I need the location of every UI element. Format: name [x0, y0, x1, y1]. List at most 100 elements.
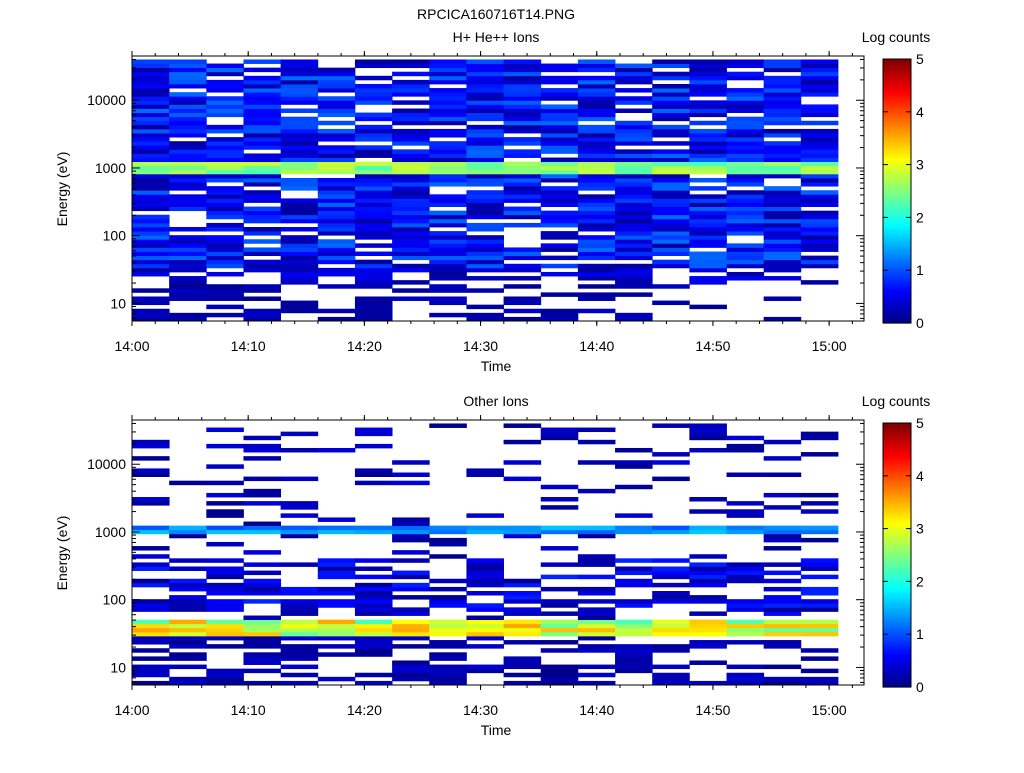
- heatmap-cell: [763, 206, 802, 212]
- colorbar-swatch: [883, 63, 911, 67]
- heatmap-cell: [243, 488, 282, 494]
- heatmap-cell: [577, 664, 616, 670]
- heatmap-cell: [429, 133, 467, 138]
- colorbar-swatch: [883, 184, 911, 188]
- heatmap-cell: [763, 247, 802, 252]
- heatmap-cell: [466, 316, 504, 322]
- colorbar-swatch: [883, 682, 911, 686]
- heatmap-cell: [466, 243, 504, 248]
- heatmap-cell: [466, 71, 504, 77]
- heatmap-cell: [726, 603, 765, 608]
- heatmap-cell: [132, 96, 170, 101]
- colorbar-swatch: [883, 279, 911, 282]
- heatmap-cell: [540, 104, 579, 109]
- heatmap-cell: [354, 680, 393, 686]
- colorbar-swatch: [883, 425, 911, 428]
- heatmap-cell: [132, 672, 170, 678]
- heatmap-cell: [763, 128, 802, 134]
- heatmap-cell: [243, 529, 282, 535]
- heatmap-cell: [763, 141, 802, 146]
- heatmap-cell: [652, 263, 690, 269]
- heatmap-cell: [243, 668, 282, 674]
- heatmap-cell: [132, 88, 170, 93]
- heatmap-cell: [317, 137, 356, 142]
- heatmap-cell: [726, 173, 765, 179]
- colorbar-swatch: [883, 109, 911, 113]
- heatmap-cell: [429, 652, 467, 657]
- heatmap-cell: [726, 578, 765, 584]
- colorbar-swatch: [883, 307, 911, 311]
- heatmap-cell: [577, 88, 616, 93]
- colorbar-swatch: [883, 442, 911, 446]
- heatmap-cell: [577, 116, 616, 122]
- heatmap-cell: [132, 75, 170, 81]
- y-tick-label: 10: [110, 659, 126, 675]
- heatmap-cell: [615, 96, 653, 101]
- heatmap-cell: [652, 100, 690, 105]
- heatmap-cell: [132, 137, 170, 142]
- heatmap-cell: [800, 210, 839, 216]
- heatmap-cell: [354, 308, 393, 314]
- heatmap-cell: [132, 623, 170, 629]
- colorbar-swatch: [883, 577, 911, 580]
- heatmap-cell: [652, 157, 690, 163]
- heatmap-cells: [132, 423, 839, 686]
- heatmap-cell: [132, 668, 170, 674]
- heatmap-cell: [763, 173, 802, 179]
- heatmap-cell: [726, 599, 765, 604]
- colorbar-swatch: [883, 283, 911, 287]
- heatmap-cell: [354, 627, 393, 633]
- heatmap-cell: [726, 169, 765, 175]
- heatmap-cell: [429, 141, 467, 146]
- heatmap-cell: [429, 664, 467, 670]
- heatmap-cell: [354, 149, 393, 154]
- heatmap-cell: [466, 75, 504, 81]
- heatmap-cell: [354, 227, 393, 232]
- x-tick-label: 14:20: [347, 338, 382, 354]
- colorbar-swatch: [883, 601, 911, 604]
- heatmap-cell: [392, 570, 430, 576]
- heatmap-cell: [392, 533, 430, 539]
- heatmap-cell: [354, 431, 393, 437]
- colorbar-swatch: [883, 568, 911, 571]
- heatmap-cell: [800, 619, 839, 625]
- heatmap-cell: [243, 67, 282, 73]
- heatmap-cell: [243, 59, 282, 64]
- heatmap-cell: [132, 529, 170, 535]
- heatmap-cell: [503, 631, 542, 637]
- heatmap-cell: [429, 67, 467, 73]
- heatmap-cell: [429, 182, 467, 187]
- heatmap-cell: [354, 312, 393, 318]
- heatmap-cell: [466, 157, 504, 163]
- colorbar-swatch: [883, 175, 911, 179]
- colorbar-swatch: [883, 305, 911, 309]
- x-tick-label: 14:10: [231, 702, 266, 718]
- heatmap-cell: [800, 656, 839, 661]
- colorbar-tick-label: 2: [916, 573, 924, 589]
- heatmap-cell: [243, 173, 282, 179]
- heatmap-cell: [206, 104, 244, 109]
- heatmap-cell: [577, 108, 616, 113]
- heatmap-cell: [577, 627, 616, 633]
- heatmap-cell: [689, 619, 727, 625]
- heatmap-cell: [280, 672, 319, 678]
- heatmap-cell: [800, 452, 839, 457]
- heatmap-cell: [540, 92, 579, 97]
- heatmap-cell: [652, 116, 690, 122]
- heatmap-cell: [132, 218, 170, 224]
- heatmap-cell: [466, 578, 504, 584]
- heatmap-cell: [577, 529, 616, 535]
- colorbar-swatch: [883, 180, 911, 183]
- colorbar-swatch: [883, 65, 911, 69]
- colorbar-swatch: [883, 241, 911, 245]
- heatmap-cell: [354, 284, 393, 289]
- heatmap-cell: [317, 529, 356, 535]
- heatmap-cell: [206, 582, 244, 588]
- colorbar-swatch: [883, 559, 911, 563]
- heatmap-cell: [800, 509, 839, 514]
- heatmap-cell: [243, 190, 282, 195]
- heatmap-cell: [503, 182, 542, 187]
- heatmap-cell: [577, 63, 616, 69]
- heatmap-cell: [800, 104, 839, 109]
- heatmap-cell: [280, 300, 319, 306]
